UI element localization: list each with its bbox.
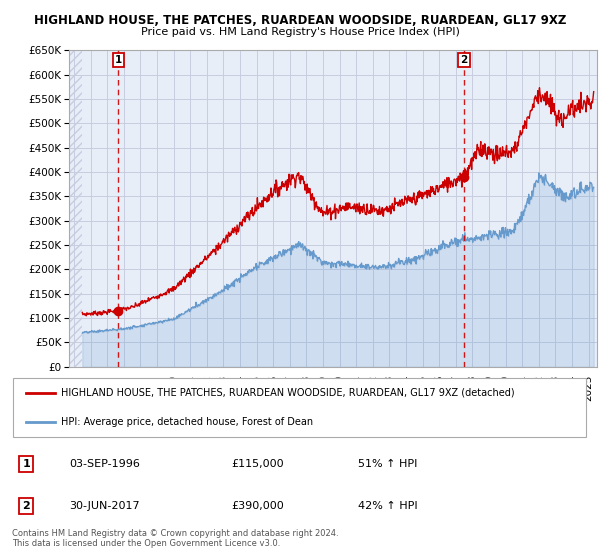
Text: Contains HM Land Registry data © Crown copyright and database right 2024.: Contains HM Land Registry data © Crown c… bbox=[12, 529, 338, 538]
FancyBboxPatch shape bbox=[13, 378, 586, 437]
Text: 51% ↑ HPI: 51% ↑ HPI bbox=[358, 459, 417, 469]
Text: 2: 2 bbox=[461, 55, 468, 65]
Text: 1: 1 bbox=[115, 55, 122, 65]
Text: 30-JUN-2017: 30-JUN-2017 bbox=[70, 501, 140, 511]
Text: HIGHLAND HOUSE, THE PATCHES, RUARDEAN WOODSIDE, RUARDEAN, GL17 9XZ (detached): HIGHLAND HOUSE, THE PATCHES, RUARDEAN WO… bbox=[61, 388, 515, 398]
Text: HPI: Average price, detached house, Forest of Dean: HPI: Average price, detached house, Fore… bbox=[61, 417, 313, 427]
Text: £390,000: £390,000 bbox=[231, 501, 284, 511]
Text: 1: 1 bbox=[23, 459, 30, 469]
Text: Price paid vs. HM Land Registry's House Price Index (HPI): Price paid vs. HM Land Registry's House … bbox=[140, 27, 460, 37]
Text: 42% ↑ HPI: 42% ↑ HPI bbox=[358, 501, 417, 511]
Text: 03-SEP-1996: 03-SEP-1996 bbox=[70, 459, 140, 469]
Text: This data is licensed under the Open Government Licence v3.0.: This data is licensed under the Open Gov… bbox=[12, 539, 280, 548]
Text: HIGHLAND HOUSE, THE PATCHES, RUARDEAN WOODSIDE, RUARDEAN, GL17 9XZ: HIGHLAND HOUSE, THE PATCHES, RUARDEAN WO… bbox=[34, 14, 566, 27]
Text: 2: 2 bbox=[23, 501, 30, 511]
Text: £115,000: £115,000 bbox=[231, 459, 284, 469]
